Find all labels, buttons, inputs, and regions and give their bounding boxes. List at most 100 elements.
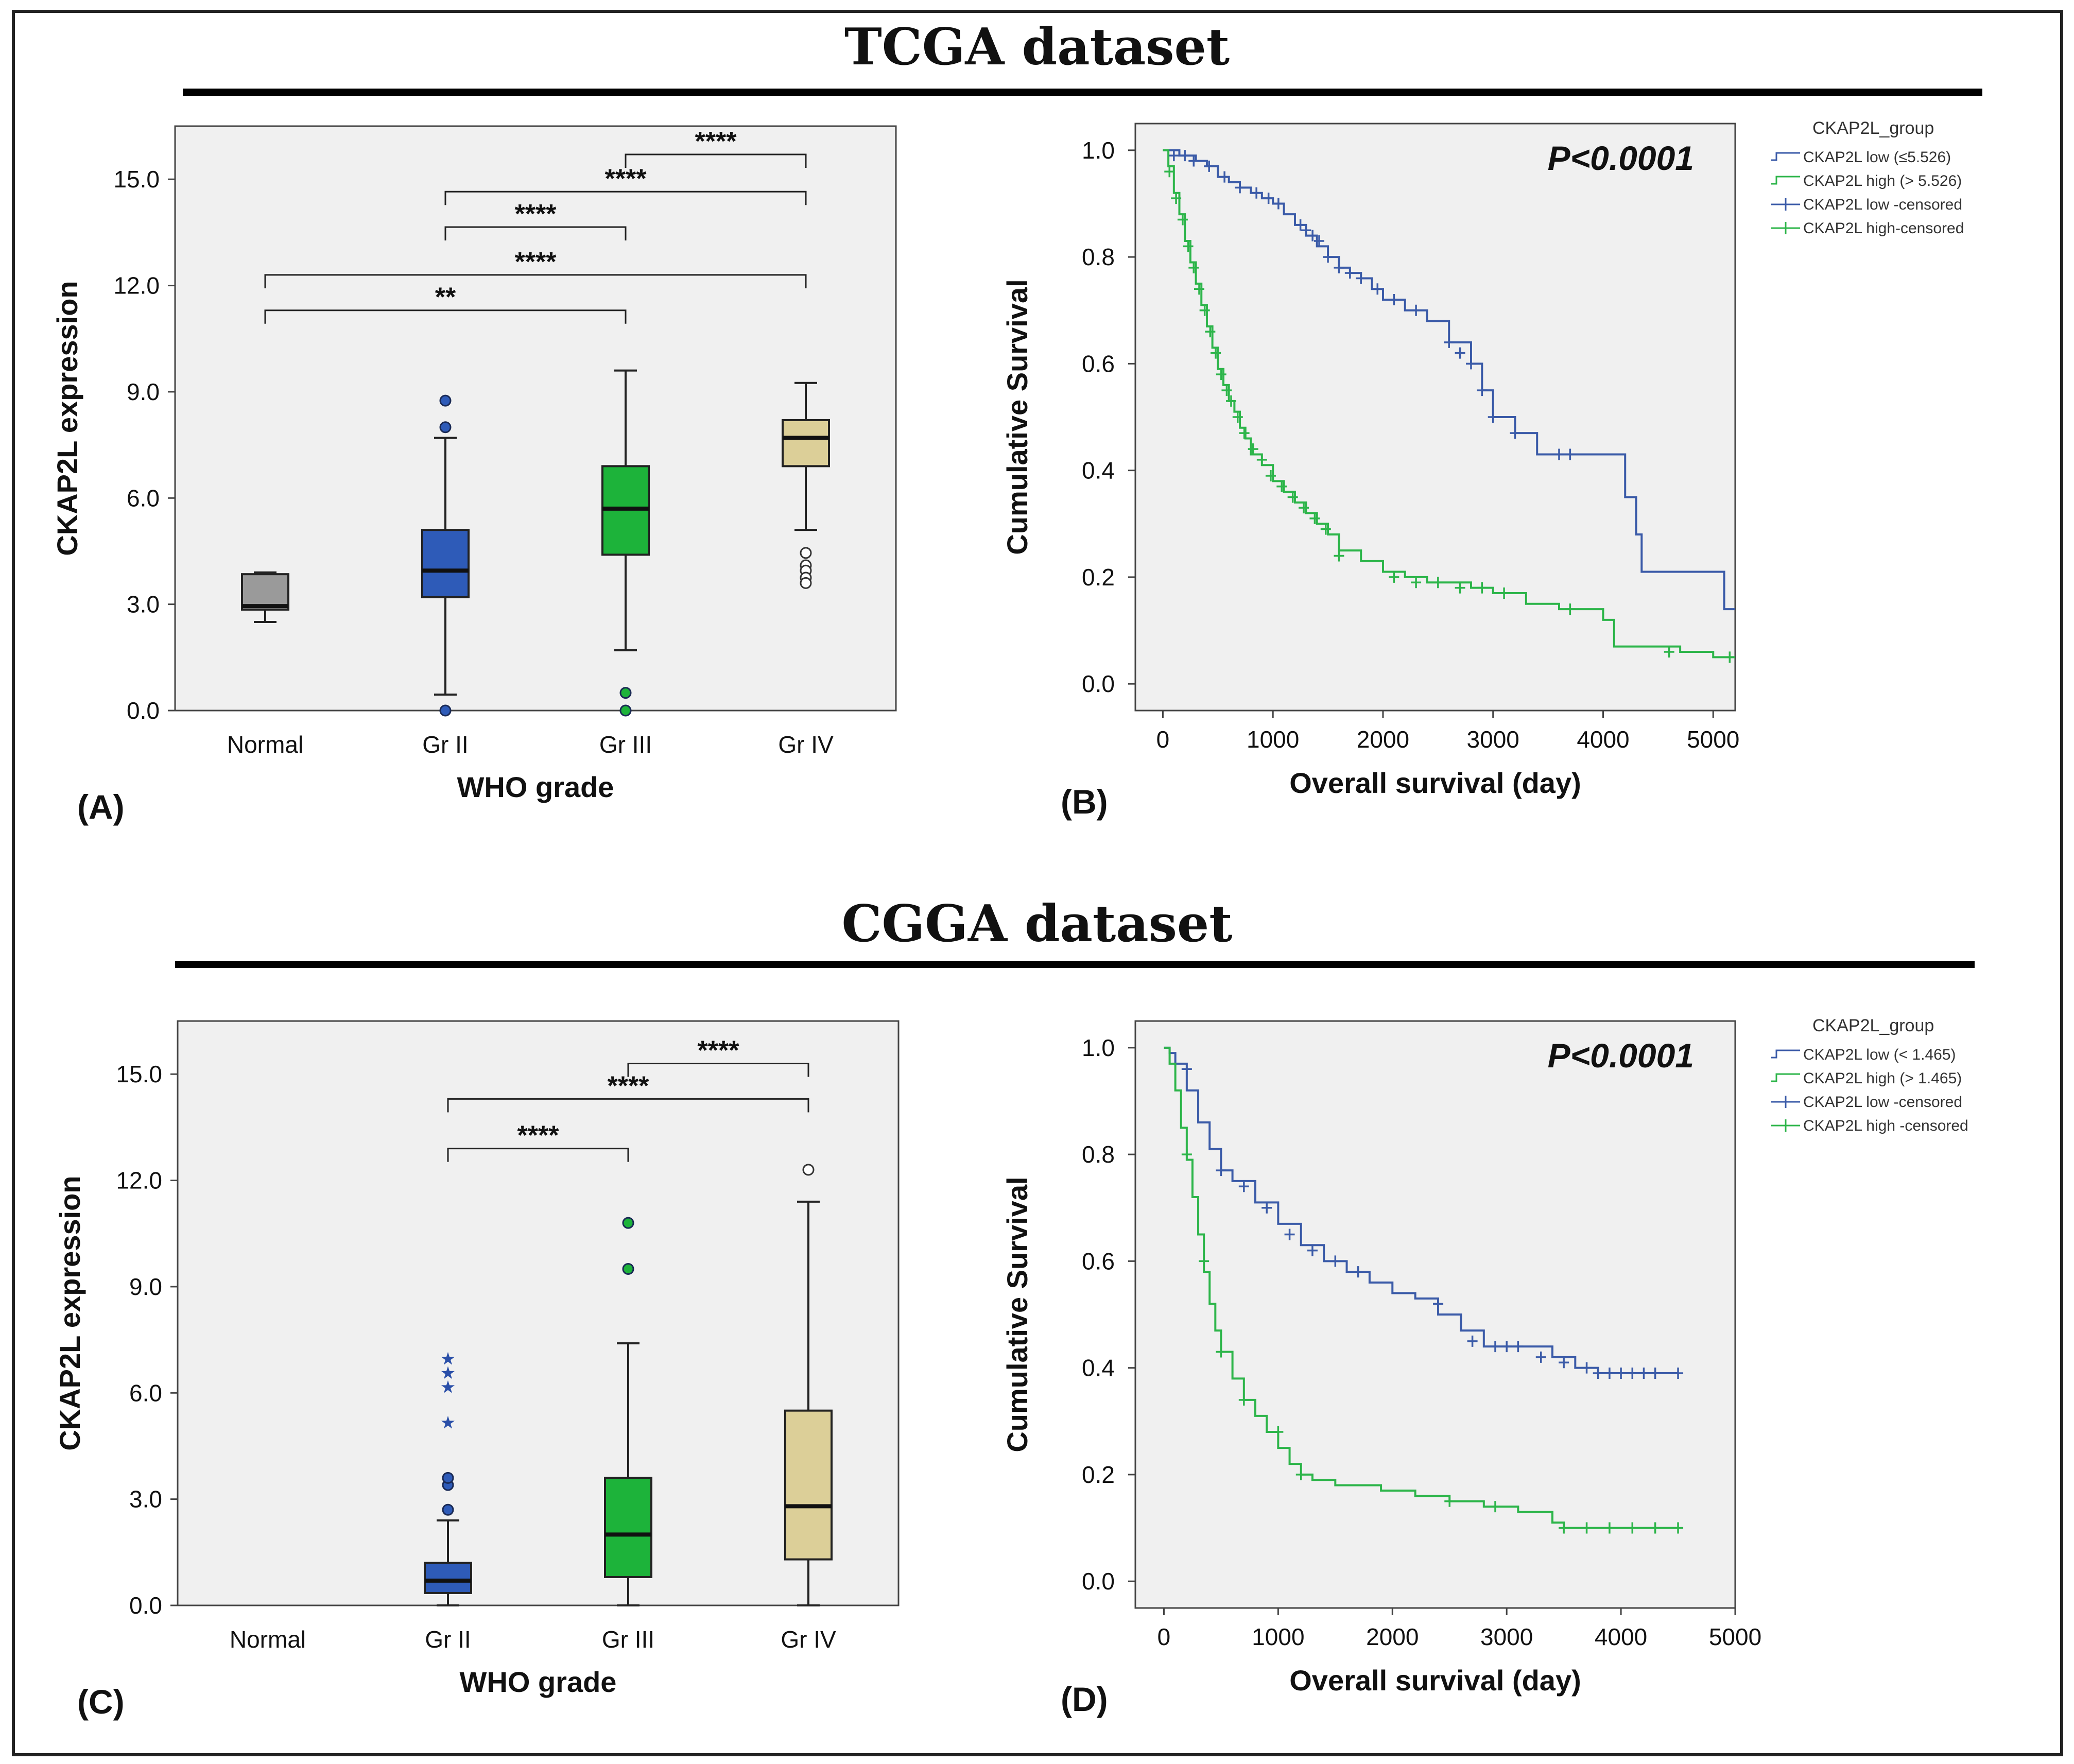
censor-mark [1650, 1368, 1661, 1379]
censor-mark [1411, 577, 1422, 589]
y-tick-label: 9.0 [129, 1273, 162, 1300]
censor-mark [1284, 1229, 1295, 1240]
censor-mark [1238, 1181, 1249, 1192]
significance-bracket [264, 274, 807, 288]
censor-mark [1501, 1341, 1512, 1353]
censor-mark [1205, 326, 1216, 338]
y-tick-label: 12.0 [116, 1167, 162, 1194]
censor-mark [1553, 448, 1564, 460]
censor-mark [1604, 1522, 1615, 1534]
section-title-cgga: CGGA dataset [841, 894, 1232, 954]
significance-label: ** [435, 283, 456, 313]
significance-bracket [264, 309, 627, 324]
censor-mark [1309, 512, 1320, 524]
x-tick-label: Gr IV [778, 731, 834, 758]
box [424, 1562, 472, 1594]
survival-curve-low [1164, 1046, 1679, 1374]
x-tick-label: 1000 [1247, 726, 1299, 753]
censor-mark [1320, 523, 1331, 535]
censor-mark [1273, 198, 1284, 210]
significance-label: **** [515, 199, 557, 229]
censor-mark [1593, 1368, 1603, 1379]
censor-mark [1295, 1468, 1306, 1480]
box [784, 1409, 833, 1561]
x-tick-label: 2000 [1366, 1623, 1419, 1650]
censor-mark [1330, 1255, 1341, 1267]
censor-mark [1323, 251, 1334, 263]
outlier-point [439, 394, 452, 407]
outlier-point [800, 547, 812, 559]
outlier-point [800, 577, 812, 589]
censor-mark [1180, 150, 1190, 162]
censor-mark [1510, 427, 1520, 439]
censor-mark [1177, 214, 1188, 226]
x-tick-label: 2000 [1357, 726, 1409, 753]
censor-mark [1301, 224, 1311, 236]
censor-mark [1650, 1522, 1661, 1534]
censor-mark [1581, 1522, 1592, 1534]
censor-mark [1307, 230, 1318, 241]
outlier-point [442, 1472, 454, 1484]
y-tick-label: 0.4 [1082, 1355, 1115, 1381]
x-tick-label: 5000 [1687, 726, 1739, 753]
legend-title: CKAP2L_group [1812, 118, 1934, 138]
extreme-star: ★ [440, 1348, 456, 1369]
legend-entry: CKAP2L high -censored [1803, 1117, 1968, 1134]
x-axis-title: WHO grade [457, 771, 614, 803]
outlier-point [619, 687, 632, 699]
censor-mark [1724, 651, 1735, 663]
significance-bracket [444, 191, 807, 205]
significance-bracket [447, 1148, 629, 1162]
x-tick-label: Gr III [599, 731, 652, 758]
censor-mark [1232, 411, 1243, 423]
censor-mark [1334, 550, 1344, 562]
censor-mark [1307, 1244, 1318, 1256]
censor-mark [1221, 385, 1232, 396]
box [241, 573, 289, 611]
x-tick-label: 5000 [1709, 1623, 1761, 1650]
legend-swatch-censor [1771, 1119, 1800, 1132]
extreme-star: ★ [440, 1363, 456, 1383]
censor-mark [1183, 240, 1194, 252]
censor-mark [1199, 1255, 1209, 1267]
box [604, 1477, 652, 1578]
y-tick-label: 6.0 [129, 1379, 162, 1406]
survival-curve-high [1163, 149, 1735, 659]
x-axis-title: WHO grade [460, 1666, 617, 1698]
censor-mark [1188, 155, 1199, 167]
censor-mark [1194, 283, 1204, 295]
p-value: P<0.0001 [1548, 139, 1694, 177]
censor-mark [1444, 336, 1455, 348]
censor-mark [1638, 1368, 1649, 1379]
censor-mark [1664, 646, 1674, 658]
y-tick-label: 0.2 [1082, 1461, 1115, 1488]
x-tick-label: Gr II [422, 731, 468, 758]
significance-label: **** [695, 127, 737, 157]
x-tick-label: Gr II [425, 1626, 471, 1653]
legend-title: CKAP2L_group [1812, 1016, 1934, 1035]
censor-mark [1199, 304, 1210, 316]
extreme-star: ★ [440, 1377, 456, 1398]
y-axis-title: Cumulative Survival [1001, 1177, 1033, 1452]
censor-mark [1164, 166, 1175, 178]
censor-mark [1467, 1335, 1478, 1347]
censor-mark [1513, 1341, 1524, 1353]
censor-mark [1168, 150, 1179, 162]
y-tick-label: 3.0 [127, 591, 160, 618]
legend-swatch-line [1771, 176, 1800, 185]
y-axis-title: CKAP2L expression [54, 1175, 86, 1450]
y-tick-label: 1.0 [1082, 137, 1115, 164]
censor-mark [1490, 1501, 1500, 1513]
legend-entry: CKAP2L low (≤5.526) [1803, 149, 1951, 166]
panel-label: (A) [77, 788, 125, 826]
legend-entry: CKAP2L low (< 1.465) [1803, 1046, 1956, 1063]
censor-mark [1239, 427, 1250, 439]
extreme-star: ★ [440, 1412, 456, 1433]
section-title-tcga: TCGA dataset [844, 18, 1230, 77]
significance-bracket [444, 226, 627, 241]
outlier-point [622, 1263, 634, 1275]
outlier-point [619, 704, 632, 717]
y-tick-label: 0.0 [127, 697, 160, 724]
legend-swatch-censor [1771, 1096, 1800, 1108]
